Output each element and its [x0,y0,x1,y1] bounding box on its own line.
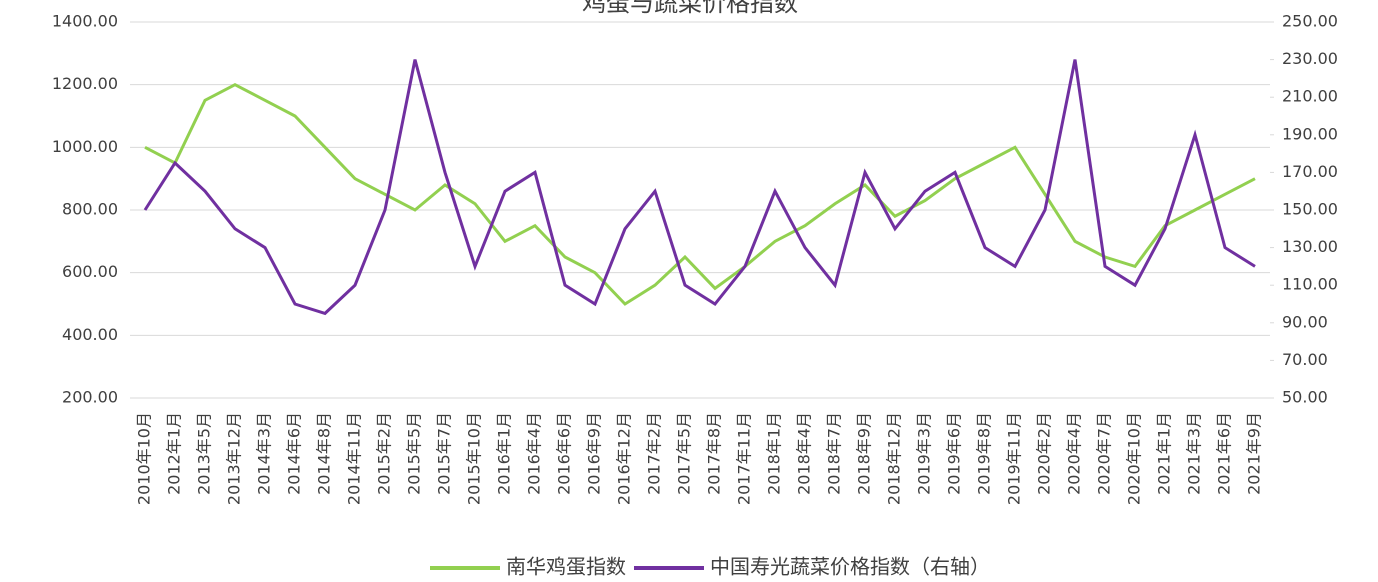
y-tick-label: 200.00 [62,388,118,407]
y2-tick-label: 70.00 [1282,350,1328,369]
x-tick-label: 2015年2月 [375,412,394,495]
y2-tick-label: 190.00 [1282,124,1338,143]
x-tick-label: 2019年11月 [1005,412,1024,505]
x-tick-label: 2018年9月 [855,412,874,495]
x-tick-label: 2016年9月 [585,412,604,495]
y-tick-label: 800.00 [62,200,118,219]
legend-label: 南华鸡蛋指数 [506,555,626,579]
x-tick-label: 2014年8月 [315,412,334,495]
y2-tick-label: 90.00 [1282,312,1328,331]
x-tick-label: 2017年8月 [705,412,724,495]
x-tick-label: 2013年5月 [195,412,214,495]
x-tick-label: 2021年6月 [1215,412,1234,495]
y2-tick-label: 50.00 [1282,388,1328,407]
legend-label: 中国寿光蔬菜价格指数（右轴） [710,555,990,579]
x-tick-label: 2021年1月 [1155,412,1174,495]
y2-tick-label: 230.00 [1282,49,1338,68]
x-tick-label: 2018年7月 [825,412,844,495]
x-tick-label: 2019年6月 [945,412,964,495]
x-tick-label: 2014年3月 [255,412,274,495]
x-tick-label: 2015年5月 [405,412,424,495]
x-tick-label: 2019年8月 [975,412,994,495]
x-tick-label: 2014年6月 [285,412,304,495]
x-tick-label: 2017年11月 [735,412,754,505]
x-tick-label: 2013年12月 [225,412,244,505]
y-tick-label: 1200.00 [52,74,118,93]
x-tick-label: 2020年10月 [1125,412,1144,505]
x-tick-label: 2015年7月 [435,412,454,495]
y2-tick-label: 250.00 [1282,12,1338,31]
y2-tick-label: 110.00 [1282,275,1338,294]
y2-tick-label: 130.00 [1282,237,1338,256]
x-tick-label: 2021年9月 [1245,412,1264,495]
y-tick-label: 600.00 [62,262,118,281]
x-tick-label: 2016年6月 [555,412,574,495]
y2-tick-label: 170.00 [1282,162,1338,181]
series-line [144,82,1256,306]
y-tick-label: 400.00 [62,325,118,344]
x-tick-label: 2018年12月 [885,412,904,505]
x-tick-label: 2020年7月 [1095,412,1114,495]
chart-title: 鸡蛋与蔬菜价格指数 [582,0,798,17]
x-tick-label: 2016年4月 [525,412,544,495]
y2-tick-label: 210.00 [1282,87,1338,106]
x-tick-label: 2012年1月 [165,412,184,495]
y2-tick-label: 150.00 [1282,200,1338,219]
x-tick-label: 2014年11月 [345,412,364,505]
x-tick-label: 2018年4月 [795,412,814,495]
x-tick-label: 2016年12月 [615,412,634,505]
x-tick-label: 2018年1月 [765,412,784,495]
y-tick-label: 1000.00 [52,137,118,156]
x-tick-label: 2015年10月 [465,412,484,505]
x-tick-label: 2017年5月 [675,412,694,495]
x-tick-label: 2020年4月 [1065,412,1084,495]
x-tick-label: 2016年1月 [495,412,514,495]
x-tick-label: 2010年10月 [135,412,154,505]
x-tick-label: 2017年2月 [645,412,664,495]
x-tick-label: 2020年2月 [1035,412,1054,495]
x-tick-label: 2021年3月 [1185,412,1204,495]
x-tick-label: 2019年3月 [915,412,934,495]
y-tick-label: 1400.00 [52,12,118,31]
series-line [143,59,1256,316]
